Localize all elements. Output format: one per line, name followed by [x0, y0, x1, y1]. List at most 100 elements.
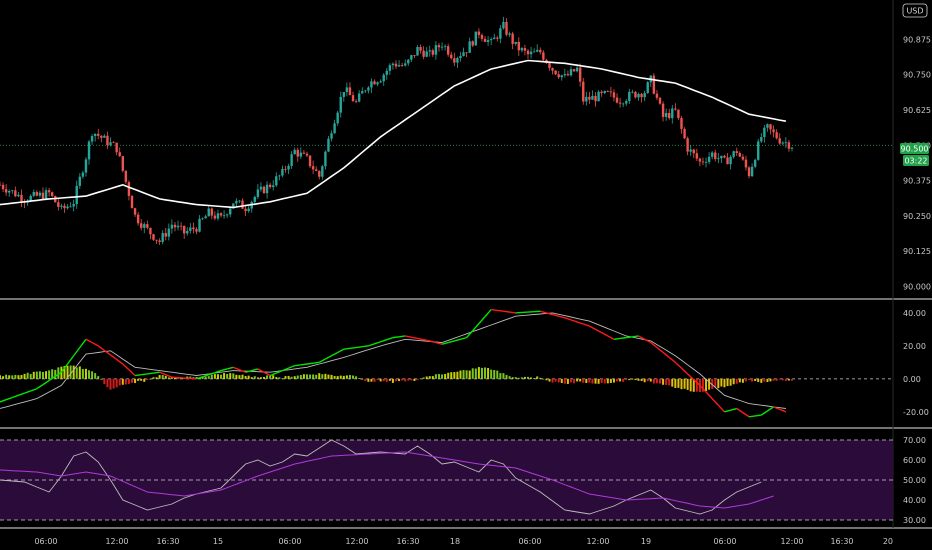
histogram-bar [54, 369, 57, 379]
histogram-bar [637, 378, 640, 381]
candle-body [373, 81, 376, 85]
currency-badge[interactable]: USD [902, 3, 928, 18]
histogram-bar [677, 378, 680, 388]
oscillator-tick-label: 0.00 [903, 375, 921, 384]
candle-body [760, 137, 763, 142]
macd-line-segment [159, 371, 167, 376]
histogram-bar [569, 378, 572, 383]
candle-body [569, 69, 573, 76]
candle-body [324, 151, 327, 167]
candle-body [216, 213, 220, 219]
macd-line-segment [613, 337, 621, 340]
histogram-bar [140, 378, 143, 381]
candle-body [35, 192, 39, 196]
macd-line-segment [760, 410, 768, 416]
histogram-bar [465, 370, 468, 379]
candle-body [520, 48, 524, 51]
candle-body [388, 65, 392, 71]
candle-body [275, 176, 278, 186]
candle-body [588, 96, 591, 100]
candle-body [652, 75, 656, 94]
histogram-bar [0, 375, 1, 379]
candle-body [133, 208, 137, 215]
candle-body [345, 87, 349, 93]
candle-body [462, 52, 465, 57]
momentum-line [0, 439, 762, 515]
histogram-bar [195, 376, 198, 379]
price-tick-label: 90.250 [903, 212, 931, 221]
macd-line-segment [380, 339, 388, 343]
histogram-bar [480, 367, 483, 379]
moving-average-line [0, 59, 787, 209]
macd-line-segment [773, 406, 780, 410]
histogram-bar [708, 378, 711, 390]
oscillator-tick-label: 40.00 [903, 309, 926, 318]
histogram-bar [20, 375, 23, 379]
histogram-bar [382, 378, 385, 382]
macd-line-segment [411, 336, 418, 340]
oscillator-panel[interactable] [0, 308, 893, 418]
histogram-bar [588, 378, 591, 383]
candle-body [66, 206, 69, 209]
candle-body [397, 65, 401, 67]
histogram-bar [201, 376, 204, 379]
histogram-bar [155, 377, 158, 379]
candle-body [321, 166, 324, 177]
candle-body [566, 74, 570, 76]
candle-body [182, 225, 186, 234]
macd-line-segment [699, 384, 707, 393]
histogram-bar [643, 378, 646, 383]
candle-body [164, 233, 167, 237]
candle-body [361, 91, 364, 94]
candle-body [523, 48, 527, 51]
countdown-value: 03:22 [904, 157, 927, 166]
candle-body [8, 190, 11, 193]
candle-body [238, 200, 241, 202]
candle-body [173, 224, 177, 228]
candle-body [385, 70, 388, 75]
momentum-panel[interactable] [0, 439, 893, 521]
histogram-bar [229, 373, 232, 379]
histogram-bar [563, 378, 566, 384]
histogram-bar [499, 373, 502, 379]
macd-line-segment [693, 379, 701, 386]
candle-body [517, 41, 520, 51]
histogram-bar [729, 378, 732, 386]
histogram-bar [741, 378, 744, 383]
histogram-bar [711, 378, 714, 389]
macd-line-segment [668, 356, 676, 363]
histogram-bar [582, 378, 585, 383]
candle-body [446, 46, 450, 55]
time-tick-label: 12:00 [105, 537, 128, 546]
histogram-bar [566, 378, 569, 384]
histogram-bar [437, 374, 440, 379]
candle-body [474, 31, 478, 46]
candle-body [290, 154, 293, 166]
candle-body [204, 216, 207, 219]
histogram-bar [287, 375, 290, 379]
macd-line-segment [742, 412, 750, 418]
histogram-bar [269, 375, 272, 379]
countdown-badge: 03:22 [903, 155, 929, 166]
candle-body [664, 112, 668, 117]
momentum-tick-label: 30.00 [903, 516, 926, 525]
histogram-bar [81, 368, 84, 379]
candle-body [259, 186, 263, 190]
histogram-bar [508, 376, 511, 379]
candle-body [272, 185, 275, 188]
macd-line-segment [196, 376, 203, 380]
candle-body [505, 21, 508, 35]
candle-body [750, 166, 754, 177]
histogram-bar [720, 378, 723, 387]
price-panel[interactable] [0, 16, 893, 245]
time-tick-label: 12:00 [345, 537, 368, 546]
histogram-bar [441, 374, 444, 379]
histogram-bar [290, 376, 293, 379]
macd-line-segment [251, 368, 259, 372]
candle-body [453, 58, 456, 63]
macd-line-segment [263, 371, 271, 377]
candle-body [407, 59, 410, 64]
histogram-bar [576, 378, 579, 382]
histogram-bar [5, 374, 8, 379]
